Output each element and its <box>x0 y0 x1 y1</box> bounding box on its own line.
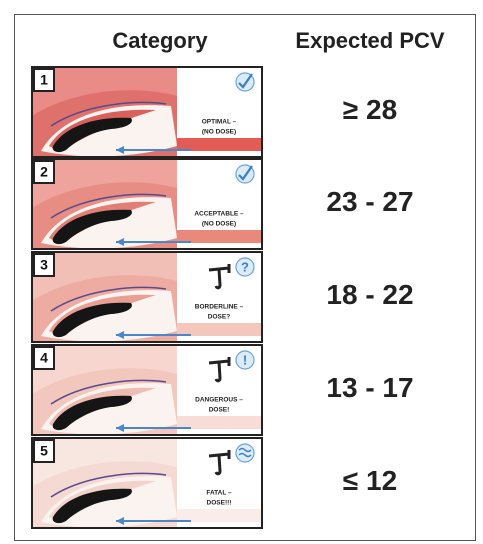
eye-card: 3 BORDERLINE – DOSE?? <box>31 251 263 343</box>
header-pcv: Expected PCV <box>275 28 465 54</box>
status-symbol: ? <box>241 259 249 274</box>
expected-pcv: 23 - 27 <box>285 186 455 218</box>
expected-pcv: 13 - 17 <box>285 372 455 404</box>
category-text: OPTIMAL – <box>202 119 237 126</box>
category-number: 2 <box>40 164 48 180</box>
eye-card: 4 DANGEROUS – DOSE!! <box>31 344 263 436</box>
category-text: BORDERLINE – <box>195 304 244 311</box>
category-text: (NO DOSE) <box>202 129 236 136</box>
category-number: 4 <box>40 350 48 366</box>
header-category: Category <box>60 28 260 54</box>
category-text: FATAL – <box>206 490 232 497</box>
page: Category Expected PCV 1 OPTIMAL – (NO DOSE… <box>0 0 483 544</box>
expected-pcv: ≥ 28 <box>285 94 455 126</box>
expected-pcv: ≤ 12 <box>285 465 455 497</box>
category-text: DANGEROUS – <box>195 397 243 404</box>
status-icon <box>236 444 254 462</box>
category-text: DOSE? <box>208 314 230 321</box>
category-number: 5 <box>40 443 48 459</box>
category-number: 1 <box>40 72 48 88</box>
status-symbol: ! <box>243 352 247 367</box>
eye-card: 5 FATAL – DOSE!!! <box>31 437 263 529</box>
category-text: DOSE!!! <box>207 500 232 507</box>
category-text: (NO DOSE) <box>202 221 236 228</box>
category-text: ACCEPTABLE – <box>194 211 244 218</box>
category-number: 3 <box>40 257 48 273</box>
category-text: DOSE! <box>209 407 230 414</box>
eye-card: 1 OPTIMAL – (NO DOSE) <box>31 66 263 158</box>
eye-card: 2 ACCEPTABLE – (NO DOSE) <box>31 158 263 250</box>
expected-pcv: 18 - 22 <box>285 279 455 311</box>
